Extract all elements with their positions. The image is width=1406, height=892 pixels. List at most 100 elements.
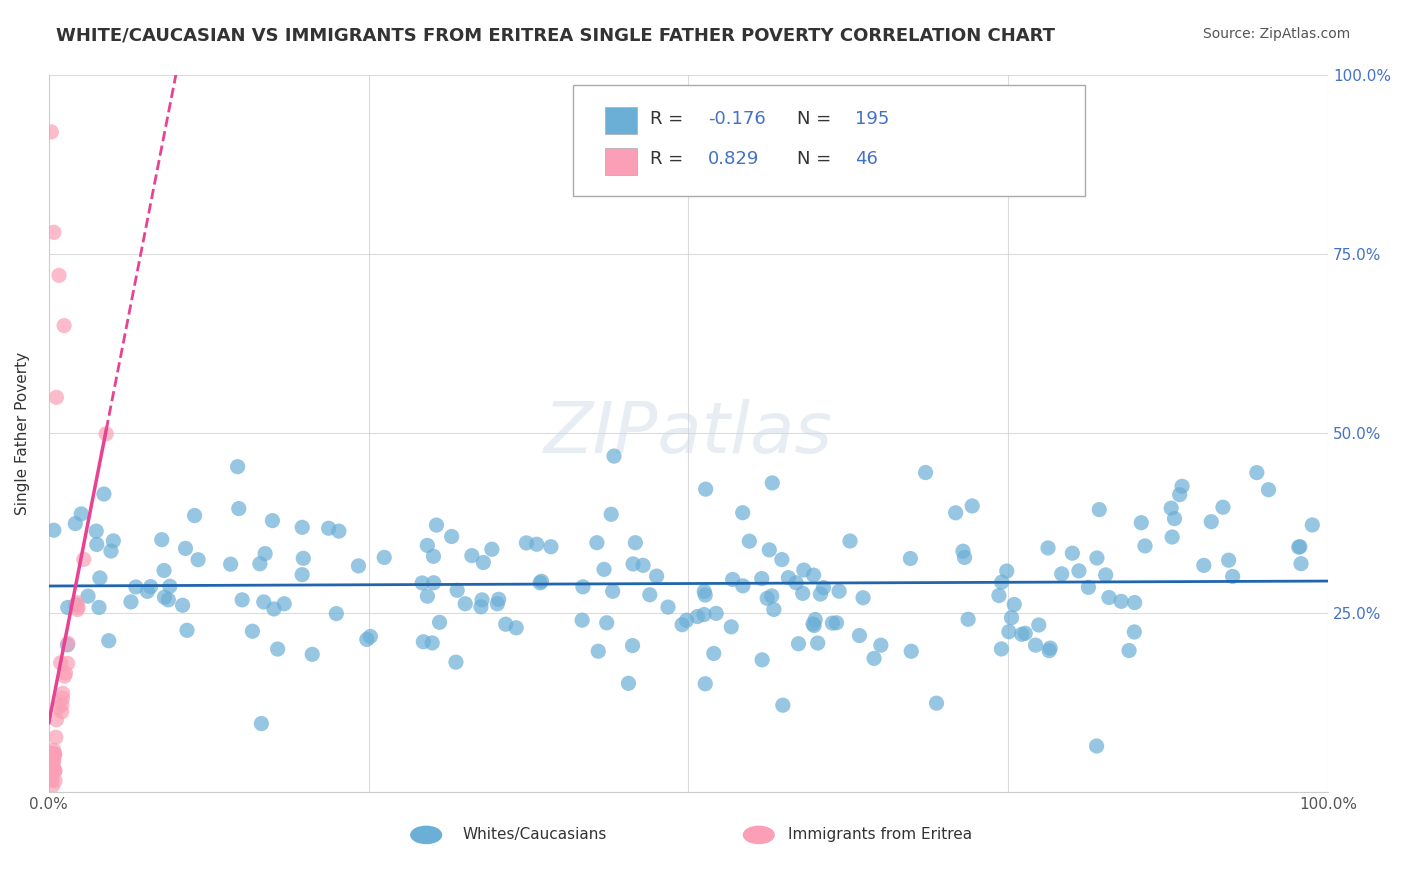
- Point: [44, 747, 66, 761]
- Point: [804, 613, 827, 627]
- Point: [751, 572, 773, 586]
- Point: [49, 656, 72, 670]
- Point: [39, 747, 62, 761]
- Point: [675, 613, 697, 627]
- Point: [813, 581, 835, 595]
- Point: [45, 390, 67, 404]
- Point: [526, 537, 548, 551]
- Point: [454, 597, 477, 611]
- Point: [359, 630, 381, 644]
- Point: [720, 620, 742, 634]
- Point: [787, 637, 810, 651]
- Point: [66, 596, 89, 610]
- Point: [586, 535, 609, 549]
- Point: [486, 597, 509, 611]
- Point: [318, 521, 340, 535]
- Point: [87, 600, 110, 615]
- Point: [631, 558, 654, 573]
- Point: [1050, 566, 1073, 581]
- Point: [898, 551, 921, 566]
- Point: [693, 584, 716, 599]
- Point: [704, 607, 727, 621]
- Point: [51, 698, 73, 712]
- Point: [159, 579, 181, 593]
- Point: [945, 506, 967, 520]
- Point: [807, 636, 830, 650]
- FancyBboxPatch shape: [574, 86, 1085, 196]
- Point: [422, 575, 444, 590]
- Point: [957, 612, 980, 626]
- Circle shape: [744, 826, 775, 844]
- Point: [41, 758, 63, 772]
- Point: [1222, 569, 1244, 583]
- Point: [1085, 739, 1108, 753]
- Point: [1036, 541, 1059, 555]
- Point: [914, 466, 936, 480]
- Point: [444, 655, 467, 669]
- Point: [1002, 598, 1025, 612]
- Point: [249, 557, 271, 571]
- Point: [253, 595, 276, 609]
- Point: [48, 700, 70, 714]
- Point: [425, 518, 447, 533]
- Point: [39, 771, 62, 785]
- Point: [1161, 530, 1184, 544]
- Point: [617, 676, 640, 690]
- Point: [42, 760, 65, 774]
- Point: [56, 636, 79, 650]
- Point: [586, 644, 609, 658]
- Point: [39, 763, 62, 777]
- Text: N =: N =: [797, 150, 837, 169]
- Point: [41, 756, 63, 770]
- Point: [44, 764, 66, 778]
- Point: [44, 764, 66, 778]
- Point: [863, 651, 886, 665]
- Text: ZIPatlas: ZIPatlas: [544, 399, 832, 467]
- Point: [998, 624, 1021, 639]
- Point: [695, 588, 717, 602]
- Point: [925, 696, 948, 710]
- Point: [266, 642, 288, 657]
- Point: [1289, 540, 1312, 554]
- Point: [470, 599, 492, 614]
- Point: [495, 617, 517, 632]
- Point: [226, 459, 249, 474]
- Point: [1062, 546, 1084, 560]
- Point: [657, 600, 679, 615]
- Point: [153, 591, 176, 605]
- Point: [1028, 618, 1050, 632]
- Point: [42, 753, 65, 767]
- Text: R =: R =: [650, 150, 689, 169]
- Point: [803, 618, 825, 632]
- Point: [56, 638, 79, 652]
- Point: [621, 639, 644, 653]
- Point: [65, 598, 87, 612]
- Point: [56, 657, 79, 671]
- Point: [228, 501, 250, 516]
- Point: [645, 569, 668, 583]
- Point: [481, 542, 503, 557]
- Point: [731, 506, 754, 520]
- Point: [42, 225, 65, 239]
- Point: [39, 125, 62, 139]
- Text: WHITE/CAUCASIAN VS IMMIGRANTS FROM ERITREA SINGLE FATHER POVERTY CORRELATION CHA: WHITE/CAUCASIAN VS IMMIGRANTS FROM ERITR…: [56, 27, 1056, 45]
- Point: [952, 544, 974, 558]
- Point: [42, 743, 65, 757]
- Point: [1289, 557, 1312, 571]
- Point: [150, 533, 173, 547]
- Point: [42, 753, 65, 767]
- Point: [183, 508, 205, 523]
- Point: [603, 449, 626, 463]
- Point: [41, 780, 63, 794]
- Text: N =: N =: [797, 110, 837, 128]
- Point: [571, 613, 593, 627]
- Point: [100, 544, 122, 558]
- Point: [839, 534, 862, 549]
- Point: [1160, 501, 1182, 516]
- Point: [471, 592, 494, 607]
- Point: [422, 549, 444, 564]
- Point: [1212, 500, 1234, 515]
- Point: [45, 713, 67, 727]
- Point: [540, 540, 562, 554]
- Point: [852, 591, 875, 605]
